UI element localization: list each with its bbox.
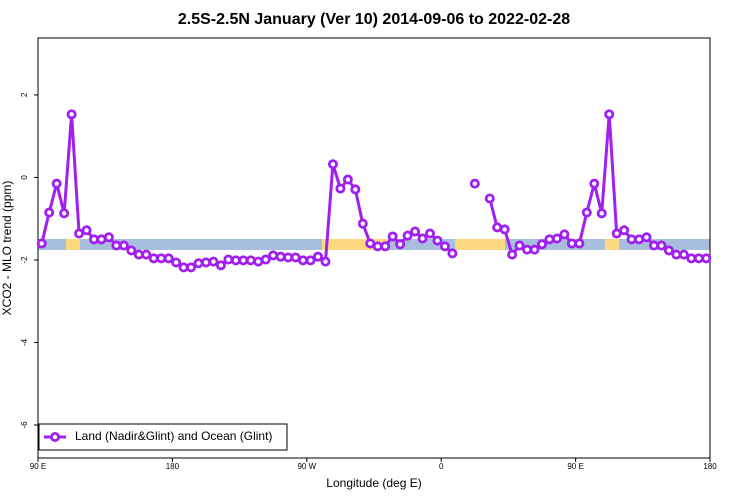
point [171, 257, 182, 268]
chart-title: 2.5S-2.5N January (Ver 10) 2014-09-06 to… [178, 11, 570, 28]
point [395, 239, 406, 250]
point [208, 256, 219, 267]
point [260, 254, 271, 265]
y-tick-label: 0 [20, 175, 29, 180]
point [305, 255, 316, 266]
point [701, 253, 712, 264]
point [81, 225, 92, 236]
point [439, 241, 450, 252]
point [327, 159, 338, 170]
point [357, 218, 368, 229]
point [641, 232, 652, 243]
y-tick-label: -2 [20, 256, 29, 264]
point [514, 240, 525, 251]
point [59, 208, 70, 219]
x-tick-label: 90 E [30, 462, 46, 471]
point [36, 238, 47, 249]
y-tick-label: -6 [20, 421, 29, 429]
point [215, 260, 226, 271]
legend-marker [50, 431, 61, 442]
point [529, 244, 540, 255]
y-tick-label: 2 [20, 92, 29, 97]
point [193, 258, 204, 269]
x-axis-title: Longitude (deg E) [326, 476, 421, 490]
point [551, 233, 562, 244]
point [663, 245, 674, 256]
point [186, 262, 197, 273]
point [268, 250, 279, 261]
point [44, 207, 55, 218]
x-tick-label: 0 [439, 462, 444, 471]
point [417, 233, 428, 244]
x-tick-label: 180 [703, 462, 717, 471]
point [537, 239, 548, 250]
point [678, 249, 689, 260]
point [484, 193, 495, 204]
point [611, 228, 622, 239]
point [320, 256, 331, 267]
point [223, 254, 234, 265]
y-axis-title: XCO2 - MLO trend (ppm) [0, 181, 14, 316]
point [51, 178, 62, 189]
point [118, 240, 129, 251]
point [619, 225, 630, 236]
point [126, 245, 137, 256]
x-tick-label: 90 W [297, 462, 316, 471]
point [432, 235, 443, 246]
point [499, 224, 510, 235]
point [507, 249, 518, 260]
legend-label: Land (Nadir&Glint) and Ocean (Glint) [75, 429, 272, 443]
point [469, 178, 480, 189]
point [141, 249, 152, 260]
point [589, 178, 600, 189]
point [544, 234, 555, 245]
point [335, 183, 346, 194]
point [275, 251, 286, 262]
point [447, 248, 458, 259]
y-tick-label: -4 [20, 338, 29, 346]
point [410, 226, 421, 237]
point [596, 208, 607, 219]
plot-frame [37, 37, 711, 459]
point [380, 241, 391, 252]
point [200, 257, 211, 268]
point [387, 231, 398, 242]
point [424, 228, 435, 239]
point [103, 232, 114, 243]
point [312, 251, 323, 262]
point [581, 207, 592, 218]
point [656, 240, 667, 251]
point [402, 230, 413, 241]
point [559, 229, 570, 240]
point [74, 228, 85, 239]
point [245, 255, 256, 266]
x-tick-label: 90 E [567, 462, 583, 471]
point [163, 253, 174, 264]
x-tick-label: 180 [166, 462, 180, 471]
legend-box [38, 423, 288, 451]
point [574, 238, 585, 249]
point [342, 174, 353, 185]
point [66, 109, 77, 120]
point [350, 184, 361, 195]
point [604, 109, 615, 120]
